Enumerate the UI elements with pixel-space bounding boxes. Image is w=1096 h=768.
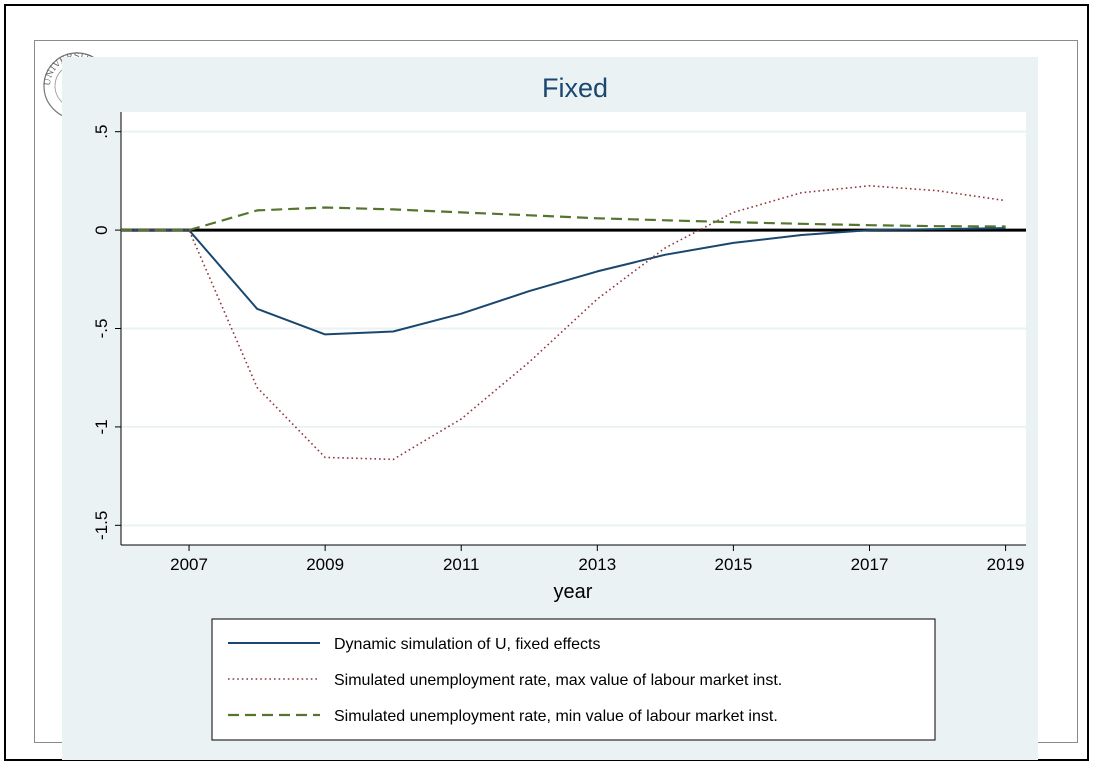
inner-border-top <box>34 40 1078 41</box>
series-line-1 <box>121 227 1006 336</box>
y-tick-label: -1.5 <box>92 511 111 540</box>
x-tick-label: 2013 <box>578 555 616 574</box>
y-tick-label: .5 <box>92 125 111 139</box>
x-tick-label: 2011 <box>443 555 480 574</box>
x-tick-label: 2019 <box>987 555 1025 574</box>
x-tick-label: 2009 <box>306 555 344 574</box>
series-line-3 <box>121 206 1006 232</box>
legend-box <box>211 618 936 741</box>
inner-border-right <box>1077 40 1078 742</box>
x-axis-title: year <box>554 581 593 603</box>
axes: .5 0 -.5 -1 -1.5 2007 2009 2011 2013 2015 2017 2019 <box>92 112 1026 574</box>
x-tick-label: 2015 <box>714 555 752 574</box>
x-tick-label: 2017 <box>851 555 889 574</box>
legend-label-1: Dynamic simulation of U, fixed effects <box>334 636 600 653</box>
chart-title: Fixed <box>542 73 608 103</box>
y-tick-label: -.5 <box>92 319 111 339</box>
y-tick-label: 0 <box>92 225 111 234</box>
inner-border-left <box>34 40 35 742</box>
y-tick-label: -1 <box>92 419 111 434</box>
legend-label-3: Simulated unemployment rate, min value o… <box>334 708 778 725</box>
legend-label-2: Simulated unemployment rate, max value o… <box>334 672 782 689</box>
x-tick-label: 2007 <box>170 555 208 574</box>
gridlines <box>121 112 1026 545</box>
series-lines <box>121 185 1006 461</box>
legend: Dynamic simulation of U, fixed effects Si… <box>211 618 936 741</box>
